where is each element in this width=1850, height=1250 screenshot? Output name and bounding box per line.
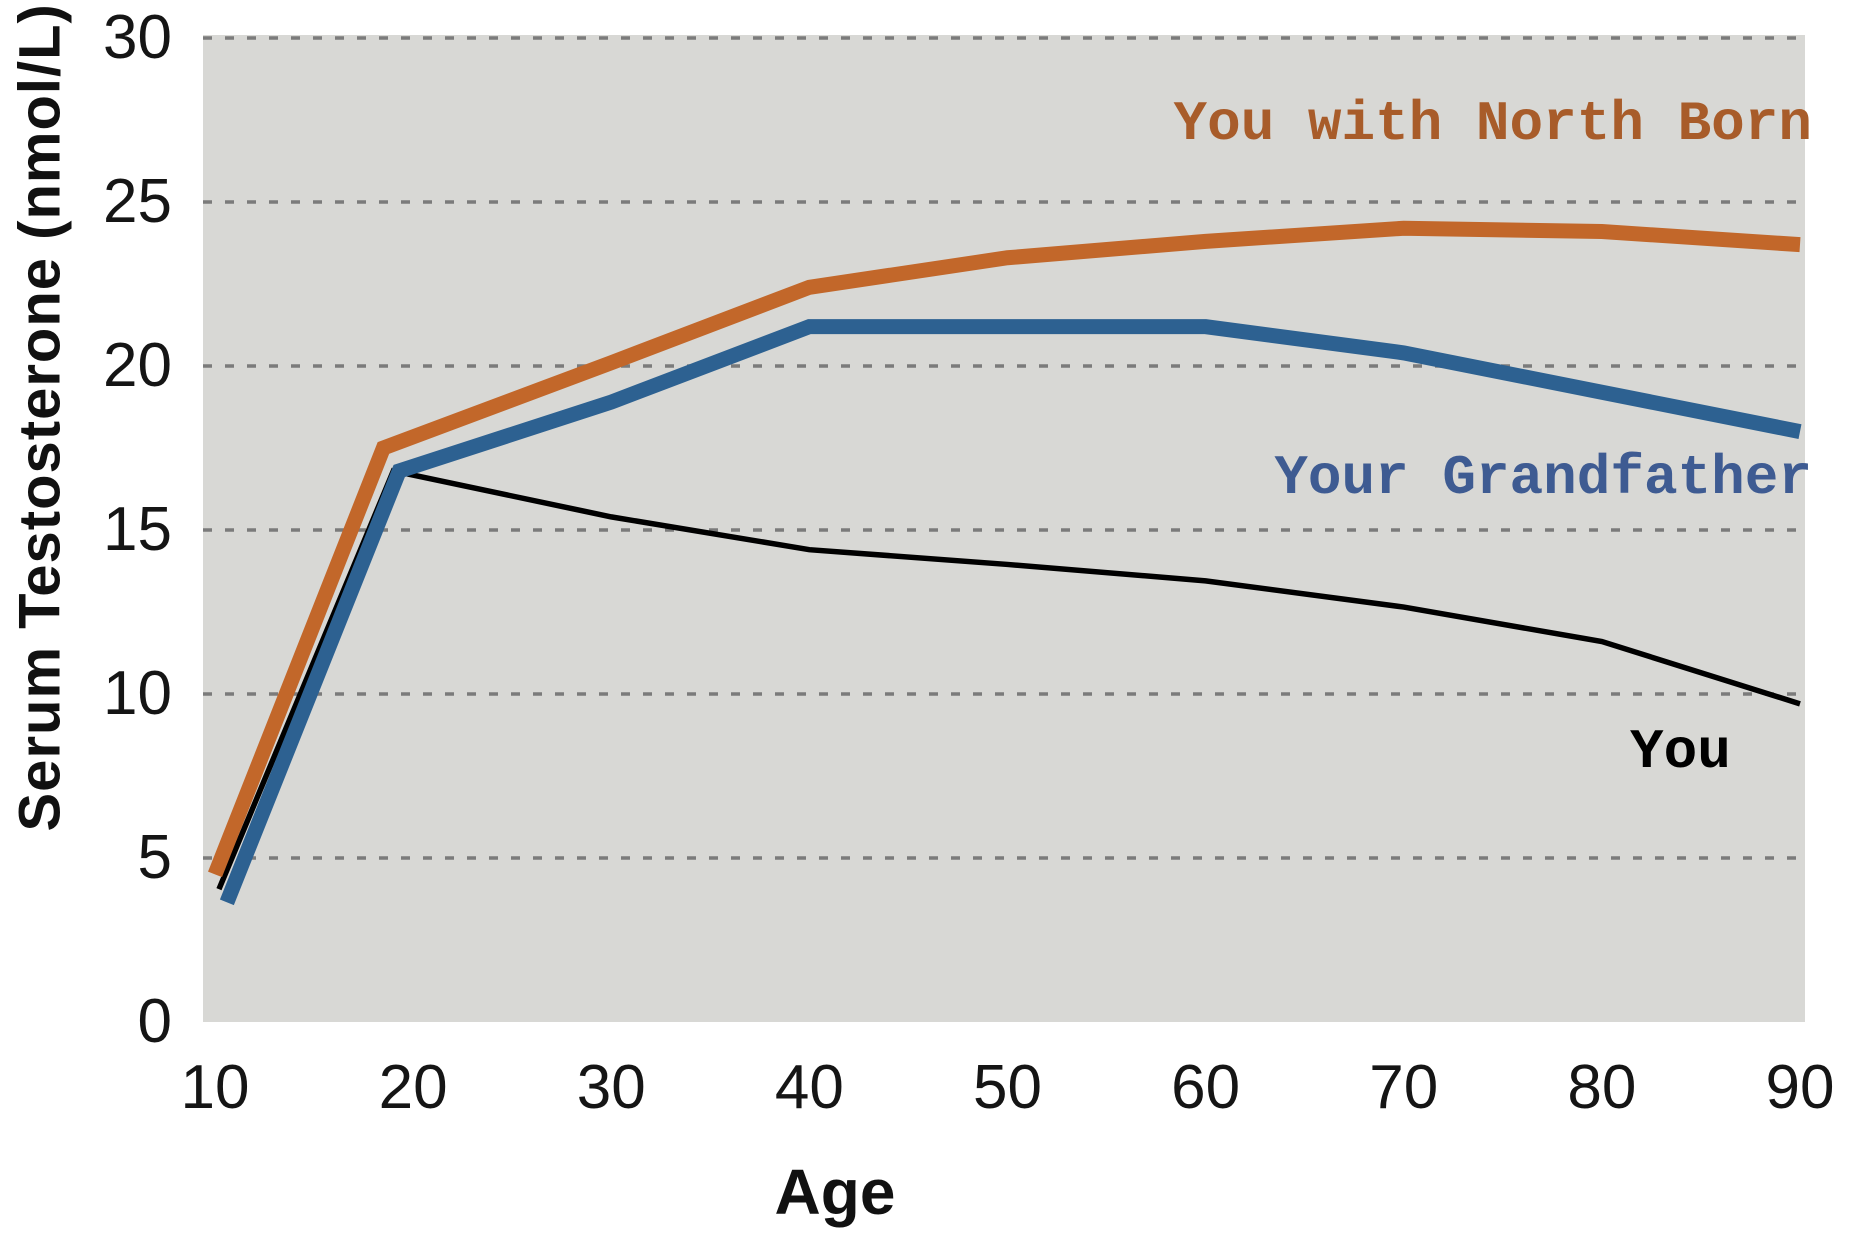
line-you	[216, 467, 1801, 891]
y-tick-label-10: 10	[103, 659, 172, 728]
x-tick-label-90: 90	[1765, 1053, 1835, 1122]
x-tick-label-40: 40	[774, 1053, 844, 1122]
series-label-your-grandfather: Your Grandfather	[1274, 446, 1812, 510]
y-tick-label-15: 15	[103, 495, 172, 564]
y-tick-label-30: 30	[103, 3, 172, 72]
x-axis-title: Age	[774, 1156, 896, 1228]
x-tick-label-50: 50	[973, 1053, 1042, 1122]
y-tick-label-25: 25	[103, 167, 172, 236]
y-tick-label-5: 5	[137, 823, 172, 892]
series-lines	[208, 220, 1802, 906]
y-tick-label-0: 0	[137, 987, 172, 1056]
x-tick-label-30: 30	[576, 1053, 646, 1122]
x-tick-label-60: 60	[1171, 1053, 1241, 1122]
line-you-with-north-born	[208, 220, 1801, 878]
series-label-you: You	[1630, 720, 1731, 784]
series-label-you-with-north-born: You with North Born	[1173, 92, 1812, 156]
x-tick-label-20: 20	[378, 1053, 448, 1122]
gridlines	[203, 36, 1805, 860]
x-tick-label-80: 80	[1567, 1053, 1637, 1122]
y-tick-label-20: 20	[103, 331, 172, 400]
x-tick-label-70: 70	[1369, 1053, 1439, 1122]
line-your-grandfather	[219, 319, 1802, 906]
x-tick-label-10: 10	[180, 1053, 250, 1122]
